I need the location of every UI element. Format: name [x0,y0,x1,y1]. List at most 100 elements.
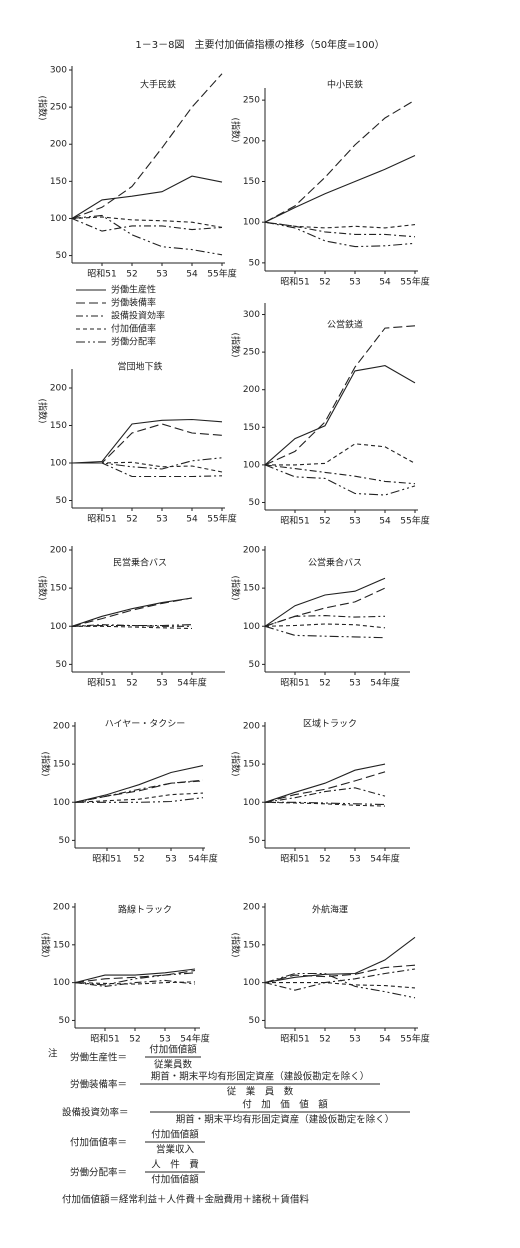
y-tick-label: 150 [243,760,260,770]
x-tick-label: 52 [319,278,330,288]
y-tick-label: 200 [53,903,70,913]
legend-label: 付加価値率 [111,323,156,335]
y-tick-label: 100 [50,214,67,224]
y-tick-label: 50 [249,258,261,268]
y-tick-label: 200 [243,722,260,732]
y-tick-label: 150 [50,584,67,594]
series-line [71,597,193,627]
y-tick-label: 100 [243,218,260,228]
x-tick-label: 55年度 [207,268,236,280]
series-line [264,221,416,238]
series-line [264,464,416,496]
chart-panel: ハイヤー・タクシー (指数) 50 100 150 200 昭和51 52 53 54年度 [40,719,218,865]
y-tick-label: 300 [50,66,67,76]
y-tick-label: 200 [50,384,67,394]
x-tick-label: 55年度 [400,515,429,527]
chart-title: ハイヤー・タクシー [105,719,186,730]
x-tick-label: 53 [156,679,167,689]
y-tick-label: 200 [53,722,70,732]
formula-denominator: 付加価値額 [151,1174,199,1186]
y-tick-label: 250 [243,96,260,106]
formula-numerator: 人 件 費 [151,1159,199,1171]
series-line [72,457,223,470]
series-line [264,771,386,803]
y-tick-label: 300 [243,310,260,320]
legend-label: 労働分配率 [111,336,156,348]
series-line [264,221,416,248]
chart-title: 公営乗合バス [308,557,362,569]
x-tick-label: 54 [186,270,198,280]
y-tick-label: 150 [243,423,260,433]
chart-panel: 路線トラック (指数) 50 100 150 200 昭和51 52 53 54年度 [40,903,210,1045]
y-tick-label: 150 [53,940,70,950]
formula-numerator: 付加価値額 [149,1044,197,1056]
series-line [71,418,223,464]
y-tick-label: 50 [56,496,68,506]
series-line [74,972,196,986]
legend-label: 設備投資効率 [111,310,165,322]
series-line [265,801,386,806]
series-line [264,464,416,485]
y-axis-label: (指数) [37,575,49,600]
y-tick-label: 50 [59,836,71,846]
x-tick-label: 54年度 [370,853,399,865]
y-tick-label: 150 [50,421,67,431]
x-tick-label: 52 [129,1035,140,1045]
definition: 付加価値額＝経常利益＋人件費＋金融費用＋諸税＋賃借料 [62,1194,310,1206]
series-line [71,73,223,220]
series-line [74,979,196,987]
series-line [264,325,416,466]
x-tick-label: 54 [379,278,391,288]
y-tick-label: 200 [243,546,260,556]
formula-term: 労働分配率＝ [70,1167,127,1179]
series-line [74,968,196,984]
x-tick-label: 54年度 [180,1033,209,1045]
chart-panel: 公営鉄道 (指数) 50 100 150 200 250 300 昭和51 52 53 54 55年度 [230,303,430,527]
series-line [264,99,416,223]
chart-title: 営団地下鉄 [117,361,162,373]
x-tick-label: 53 [349,1035,360,1045]
y-tick-label: 150 [243,584,260,594]
y-tick-label: 200 [50,546,67,556]
series-line [75,797,204,803]
series-line [264,577,386,627]
x-tick-label: 昭和51 [280,854,309,865]
y-axis-label: (指数) [230,332,242,357]
chart-panel: 営団地下鉄 (指数) 50 100 150 200 昭和51 52 53 54 55年度 [37,361,237,525]
x-tick-label: 昭和51 [87,678,116,689]
x-tick-label: 52 [126,270,137,280]
x-tick-label: 52 [319,517,330,527]
x-tick-label: 昭和51 [280,1034,309,1045]
series-line [71,217,223,232]
chart-panel: 外航海運 (指数) 50 100 150 200 昭和51 52 53 54 55年度 [230,903,430,1045]
y-axis-label: (指数) [40,751,52,776]
y-tick-label: 50 [59,1016,71,1026]
y-axis-label: (指数) [230,932,242,957]
x-tick-label: 52 [319,679,330,689]
legend-label: 労働装備率 [111,297,156,309]
formula-denominator: 期首・期末平均有形固定資産（建設仮勘定を除く） [176,1114,395,1126]
y-tick-label: 250 [243,348,260,358]
chart-title: 大手民鉄 [140,79,176,91]
formula-term: 労働生産性＝ [70,1052,127,1064]
formula-numerator: 期首・期末平均有形固定資産（建設仮勘定を除く） [151,1071,370,1083]
x-tick-label: 54 [379,517,391,527]
x-tick-label: 53 [156,270,167,280]
chart-title: 中小民鉄 [327,79,363,91]
x-tick-label: 昭和51 [280,277,309,288]
y-tick-label: 100 [243,798,260,808]
y-tick-label: 200 [243,903,260,913]
notes: 注 労働生産性＝ 付加価値額 従業員数 労働装備率＝ 期首・期末平均有形固定資産… [48,1044,410,1206]
chart-panel: 中小民鉄 (指数) 50 100 150 200 250 昭和51 52 53 54 55年度 [230,79,430,288]
series-line [71,624,193,627]
x-tick-label: 52 [126,515,137,525]
y-tick-label: 100 [50,459,67,469]
y-tick-label: 50 [249,660,261,670]
x-tick-label: 54年度 [177,677,206,689]
series-line [74,969,196,984]
y-tick-label: 200 [243,136,260,146]
y-tick-label: 200 [50,140,67,150]
chart-panel: 民営乗合バス (指数) 50 100 150 200 昭和51 52 53 54年度 [37,546,225,689]
formula-denominator: 従業員数 [154,1059,193,1071]
